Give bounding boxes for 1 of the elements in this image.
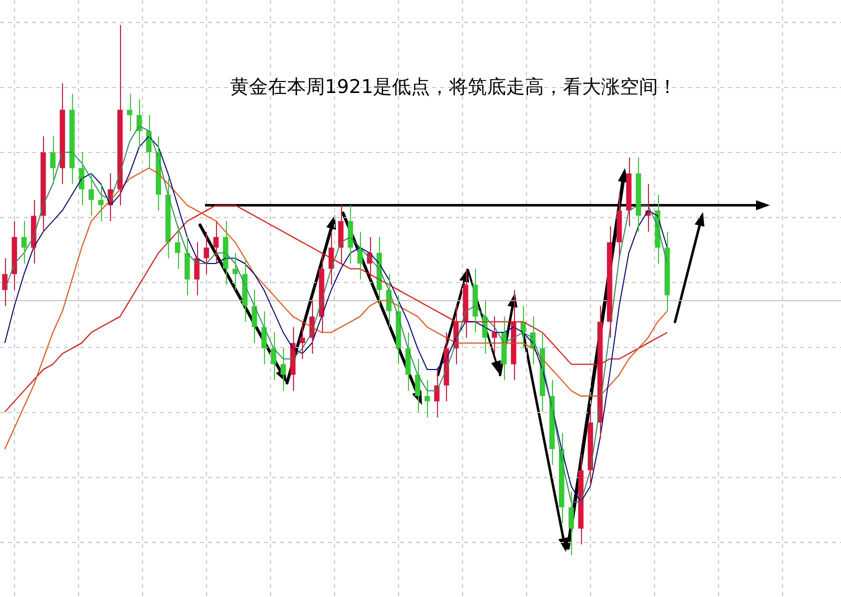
- annotation: 黄金在本周1921是低点，将筑底走高，看大涨空间！: [228, 75, 678, 100]
